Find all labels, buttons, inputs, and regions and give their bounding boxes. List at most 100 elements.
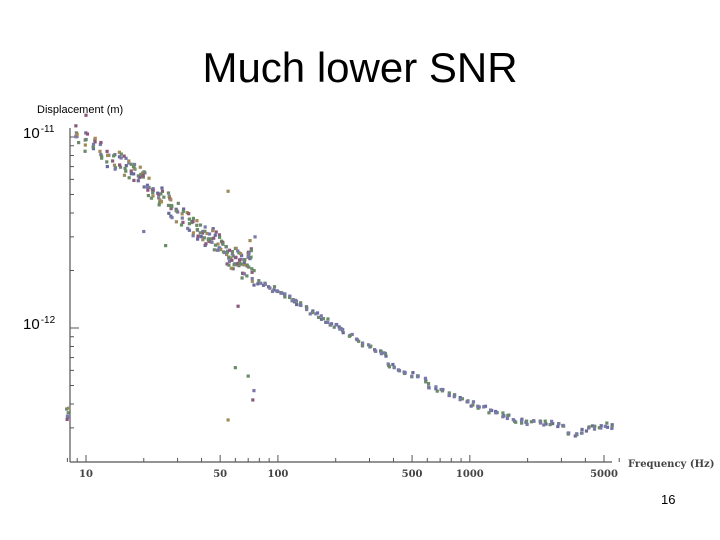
data-point [242, 260, 246, 265]
data-point [250, 279, 254, 283]
data-point [169, 198, 173, 202]
data-point [350, 332, 354, 337]
data-point [573, 434, 577, 438]
data-point [227, 263, 231, 267]
data-point [199, 234, 203, 239]
data-point [379, 352, 383, 356]
data-point [203, 229, 207, 233]
data-point [268, 286, 272, 290]
data-point [112, 154, 116, 158]
data-point [93, 136, 97, 140]
data-point-outlier [252, 389, 256, 393]
x-axis-label: Frequency (Hz) [628, 459, 714, 470]
data-point [236, 261, 240, 266]
data-point [176, 201, 180, 205]
data-point [332, 325, 336, 329]
data-point [231, 267, 235, 271]
data-point [525, 422, 529, 427]
y-tick-label-1e-12: 10-12 [23, 315, 55, 333]
data-point [466, 400, 470, 404]
data-point-outlier [246, 374, 250, 378]
data-point [603, 424, 607, 428]
data-point [211, 229, 215, 233]
data-point [151, 189, 155, 193]
data-point [227, 259, 231, 264]
data-point [129, 162, 133, 166]
data-point [248, 239, 252, 243]
data-point [476, 406, 480, 410]
data-point [334, 323, 338, 327]
data-point [227, 248, 232, 252]
data-point [519, 419, 524, 423]
data-point [129, 172, 133, 176]
data-point [146, 188, 150, 192]
data-point [471, 400, 476, 404]
data-point [514, 420, 518, 424]
data-point [182, 207, 186, 211]
data-point [196, 237, 200, 241]
data-point [98, 149, 102, 153]
data-point [117, 155, 122, 159]
data-point [520, 421, 524, 425]
data-point [75, 132, 79, 136]
data-point [206, 237, 210, 242]
data-point [142, 170, 146, 174]
data-point [201, 231, 205, 235]
y-tick-exponent: -12 [40, 315, 56, 326]
data-point [610, 426, 614, 431]
data-point [435, 389, 439, 393]
data-point [593, 424, 597, 428]
x-tick-label: 1000 [456, 469, 484, 480]
data-point [386, 362, 390, 366]
data-point [213, 243, 218, 247]
data-point [187, 217, 191, 221]
data-point [201, 238, 205, 242]
page-number: 16 [661, 492, 676, 507]
data-point [482, 405, 486, 409]
data-point [605, 421, 609, 425]
data-point [170, 216, 174, 220]
data-point [263, 282, 267, 286]
data-point [319, 317, 324, 321]
data-point [187, 228, 191, 232]
data-point [219, 248, 223, 252]
data-point [230, 249, 234, 254]
data-point [337, 325, 341, 329]
data-point [202, 236, 206, 240]
data-point [567, 431, 571, 435]
data-point [211, 227, 215, 231]
data-point [551, 422, 555, 426]
data-point [556, 424, 560, 429]
data-point [160, 186, 164, 190]
data-point [147, 176, 151, 180]
data-point [439, 387, 443, 392]
data-point [319, 314, 323, 318]
data-point [460, 397, 465, 401]
data-point [227, 255, 231, 259]
data-point [132, 162, 137, 167]
data-point [360, 341, 365, 345]
data-point [113, 167, 117, 171]
data-point-outlier [226, 418, 230, 422]
data-point [77, 141, 81, 145]
data-point [580, 431, 584, 435]
data-point [105, 149, 109, 153]
data-point [119, 156, 123, 160]
data-point [139, 172, 143, 177]
data-point [138, 175, 142, 179]
data-point [112, 163, 117, 167]
data-point [174, 220, 178, 224]
data-point [131, 165, 136, 169]
data-point [180, 212, 184, 216]
data-point [458, 395, 462, 400]
data-point [198, 231, 202, 235]
data-point [74, 124, 78, 128]
data-point [548, 423, 552, 427]
data-point [488, 408, 493, 412]
data-point [83, 143, 87, 147]
data-point [186, 226, 190, 231]
data-point [237, 251, 241, 255]
data-point [487, 411, 491, 415]
data-point [213, 233, 217, 237]
data-point [610, 425, 614, 429]
